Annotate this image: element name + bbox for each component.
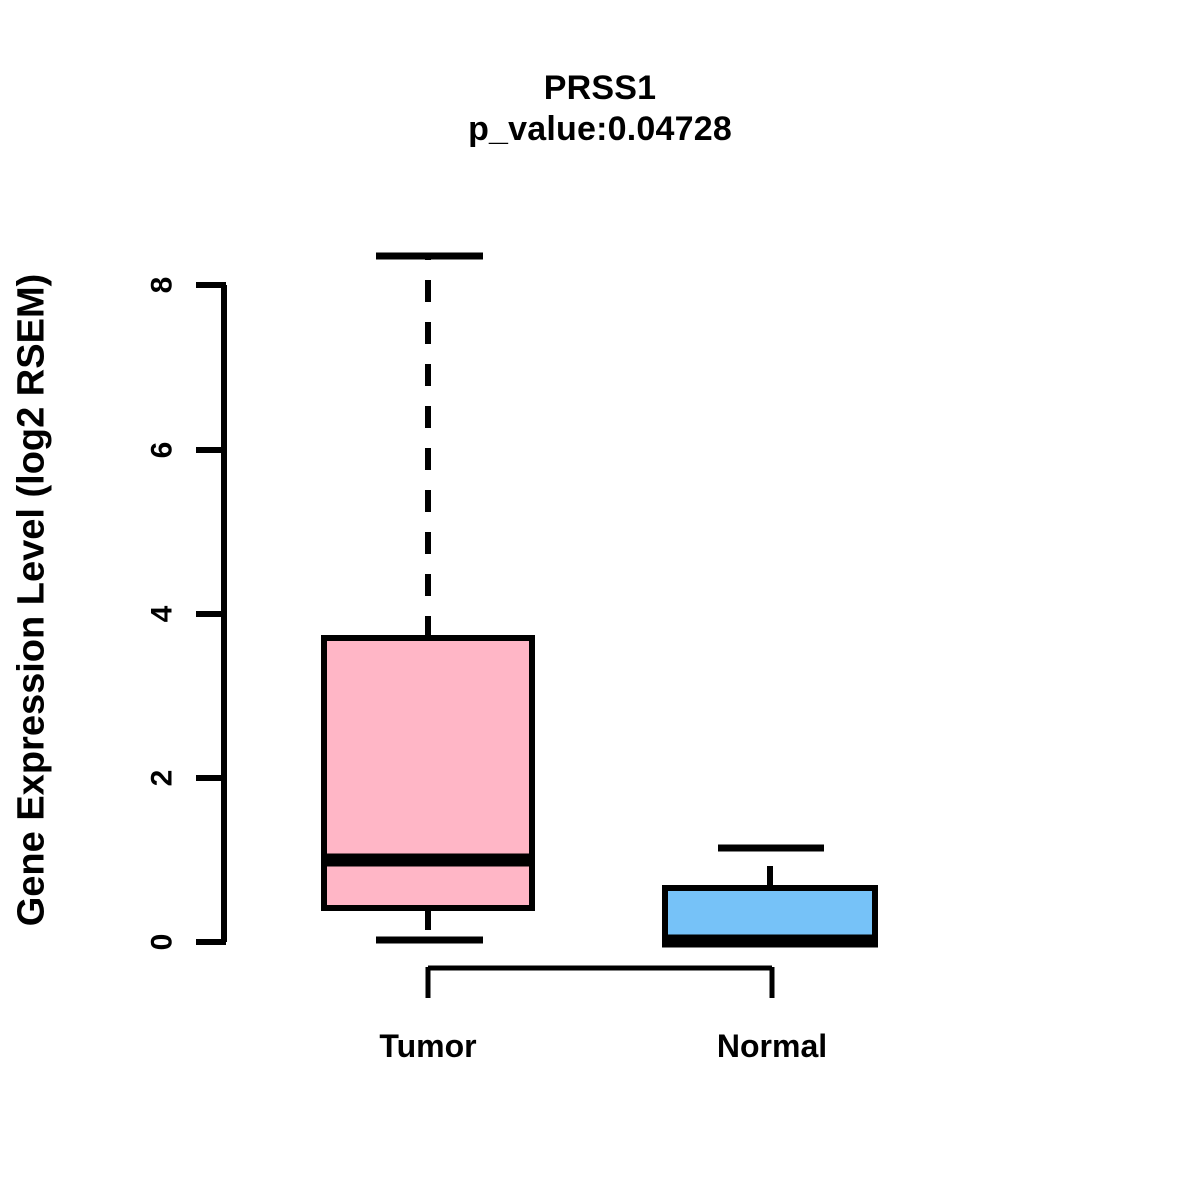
chart-main-title: PRSS1 <box>543 69 657 107</box>
x-axis: Tumor Normal <box>379 965 827 1064</box>
box-body-normal <box>662 885 878 943</box>
y-tick-label-6: 6 <box>146 442 179 459</box>
y-tick-label-2: 2 <box>146 770 179 787</box>
chart-subtitle-pvalue: p_value:0.04728 <box>468 110 732 149</box>
y-tick-label-4: 4 <box>146 605 179 622</box>
x-category-label-normal: Normal <box>717 1028 827 1064</box>
x-category-label-tumor: Tumor <box>379 1028 476 1064</box>
y-tick-label-8: 8 <box>146 277 179 294</box>
box-group-tumor <box>321 252 535 944</box>
y-tick-label-0: 0 <box>146 934 179 951</box>
box-body-tumor <box>321 635 535 911</box>
box-group-normal <box>662 844 878 948</box>
chart-title-block: PRSS1 p_value:0.04728 <box>0 68 1200 151</box>
y-axis: 8 6 4 2 0 <box>146 277 227 951</box>
